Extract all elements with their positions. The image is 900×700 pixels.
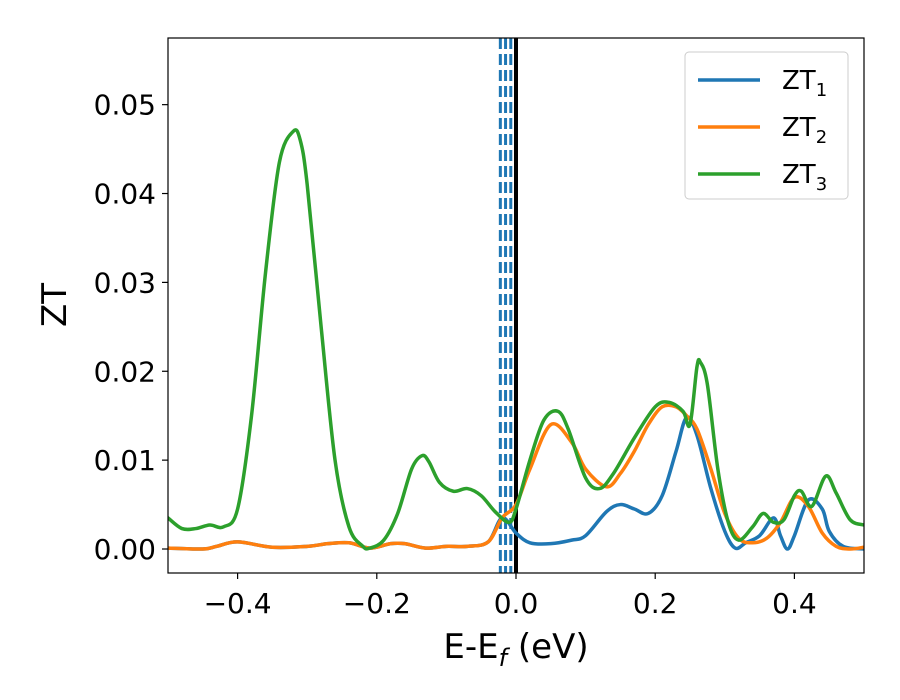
- y-tick-label: 0.04: [94, 178, 156, 211]
- y-tick-label: 0.05: [94, 89, 156, 122]
- y-axis-label: ZT: [35, 283, 75, 327]
- x-axis-label: E-Ef (eV): [443, 627, 588, 672]
- y-tick-label: 0.01: [94, 444, 156, 477]
- legend-box: [684, 51, 849, 200]
- y-tick-label: 0.02: [94, 355, 156, 388]
- x-tick-label: −0.4: [204, 587, 272, 620]
- legend-label-zt2: ZT2: [782, 113, 827, 148]
- series-layer: [168, 128, 864, 551]
- y-tick-label: 0.00: [94, 533, 156, 566]
- x-tick-label: 0.2: [633, 587, 678, 620]
- y-tick-label: 0.03: [94, 266, 156, 299]
- x-axis: −0.4 −0.2 0.0 0.2 0.4: [204, 573, 817, 620]
- y-axis: 0.00 0.01 0.02 0.03 0.04 0.05: [94, 89, 168, 566]
- legend: ZT1 ZT2 ZT3: [684, 51, 849, 200]
- legend-label-zt1: ZT1: [782, 66, 827, 101]
- x-tick-label: −0.2: [343, 587, 411, 620]
- x-tick-label: 0.0: [494, 587, 539, 620]
- legend-label-zt3: ZT3: [782, 160, 827, 195]
- series-line-zt2: [168, 403, 864, 551]
- x-tick-label: 0.4: [772, 587, 817, 620]
- series-line-zt3: [168, 128, 864, 551]
- vertical-lines: [498, 38, 518, 573]
